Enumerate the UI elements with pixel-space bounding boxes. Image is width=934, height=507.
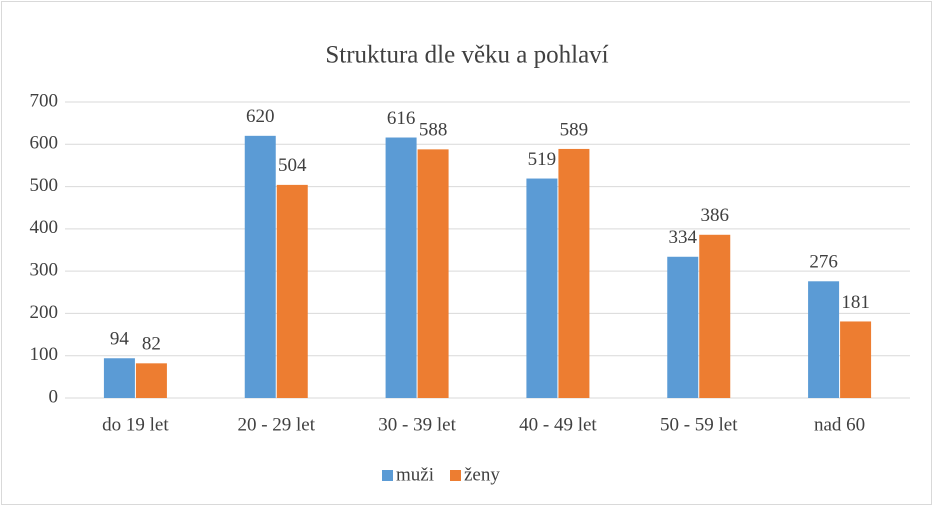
data-label: 620 [246,106,275,127]
bar [103,358,135,398]
x-tick-label: 50 - 59 let [660,414,738,435]
y-tick-label: 600 [30,133,59,154]
bar [840,321,872,398]
y-tick-label: 400 [30,217,59,238]
y-tick-label: 500 [30,175,59,196]
y-tick-label: 700 [30,90,59,111]
y-tick-label: 300 [30,260,59,281]
x-tick-label: 30 - 39 let [378,414,456,435]
legend-label: ženy [464,464,500,485]
bar [244,135,276,399]
data-label: 181 [841,292,870,313]
x-tick-label: do 19 let [102,414,169,435]
data-label: 386 [701,205,730,226]
bar [808,281,840,398]
x-tick-label: 20 - 29 let [237,414,315,435]
y-tick-label: 100 [30,344,59,365]
data-label: 519 [528,149,557,170]
y-tick-label: 200 [30,302,59,323]
data-label: 82 [142,334,161,355]
data-label: 616 [387,108,416,129]
chart-title: Struktura dle věku a pohlaví [325,42,608,69]
bar [276,184,308,398]
x-tick-label: 40 - 49 let [519,414,597,435]
bar [699,234,731,398]
data-label: 94 [110,329,130,350]
legend-label: muži [396,464,434,485]
x-tick-label: nad 60 [814,414,865,435]
bar [558,148,590,398]
bar [385,137,417,398]
legend-swatch [450,470,461,481]
bar [135,363,167,398]
y-tick-label: 0 [49,386,59,407]
data-label: 334 [669,227,698,248]
data-label: 276 [809,252,838,273]
data-label: 588 [419,120,448,141]
data-label: 504 [278,155,307,176]
data-label: 589 [560,119,589,140]
legend-swatch [382,470,393,481]
bar [526,178,558,398]
bar [417,149,449,398]
bar [667,256,699,398]
